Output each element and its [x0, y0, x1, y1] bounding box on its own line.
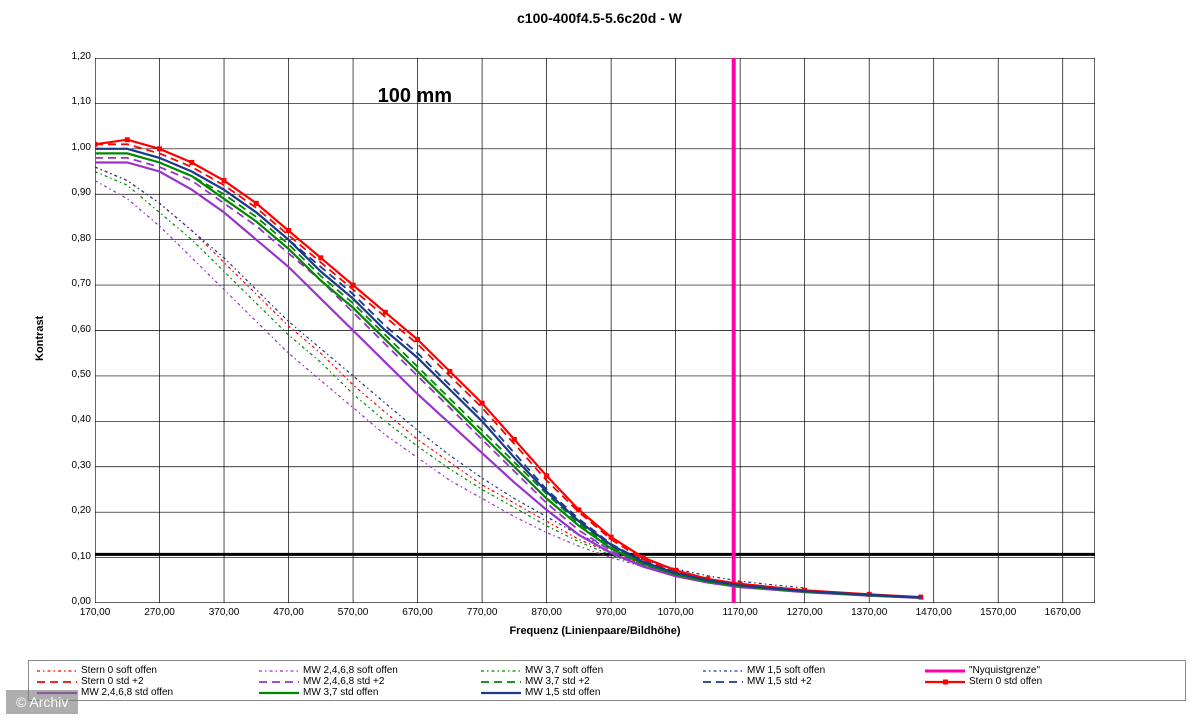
- y-axis-label: Kontrast: [34, 315, 46, 360]
- y-tick-label: 0,40: [61, 414, 91, 425]
- y-tick-label: 0,00: [61, 596, 91, 607]
- legend-label: Stern 0 std offen: [969, 676, 1042, 687]
- y-tick-label: 1,10: [61, 96, 91, 107]
- x-tick-label: 1470,00: [914, 607, 954, 618]
- chart-area: [95, 58, 1095, 603]
- x-tick-label: 1570,00: [978, 607, 1018, 618]
- legend-label: MW 2,4,6,8 soft offen: [303, 665, 398, 676]
- legend-item: MW 3,7 std offen: [259, 687, 475, 698]
- x-tick-label: 1370,00: [849, 607, 889, 618]
- legend-row: Stern 0 std +2 MW 2,4,6,8 std +2 MW 3,7 st…: [37, 676, 1177, 687]
- y-tick-label: 0,60: [61, 324, 91, 335]
- x-tick-label: 1170,00: [720, 607, 760, 618]
- y-axis-label-text: Kontrast: [34, 315, 46, 360]
- y-tick-label: 0,70: [61, 278, 91, 289]
- watermark-badge: © Archiv: [6, 690, 78, 714]
- legend-item: Stern 0 std +2: [37, 676, 253, 687]
- legend-swatch: [925, 677, 965, 687]
- annotation-100mm: 100 mm: [378, 85, 453, 108]
- legend-swatch: [259, 688, 299, 698]
- watermark-text: © Archiv: [16, 694, 68, 710]
- legend-label: Stern 0 std +2: [81, 676, 144, 687]
- annotation-text: 100 mm: [378, 85, 453, 107]
- x-tick-label: 170,00: [75, 607, 115, 618]
- x-tick-label: 970,00: [591, 607, 631, 618]
- x-tick-label: 470,00: [269, 607, 309, 618]
- x-tick-label: 270,00: [140, 607, 180, 618]
- page-root: { "title": {"text":"c100-400f4.5-5.6c20d…: [0, 0, 1199, 720]
- legend-swatch: [481, 666, 521, 676]
- chart-svg: [95, 58, 1095, 603]
- legend-swatch: [37, 677, 77, 687]
- legend-item: Stern 0 std offen: [925, 676, 1141, 687]
- x-tick-label: 370,00: [204, 607, 244, 618]
- legend-item: Stern 0 soft offen: [37, 665, 253, 676]
- x-tick-label: 870,00: [527, 607, 567, 618]
- legend-item: MW 1,5 soft offen: [703, 665, 919, 676]
- y-tick-label: 0,50: [61, 369, 91, 380]
- legend-swatch: [259, 666, 299, 676]
- y-tick-label: 0,30: [61, 460, 91, 471]
- y-tick-label: 0,20: [61, 505, 91, 516]
- chart-title: c100-400f4.5-5.6c20d - W: [0, 10, 1199, 26]
- legend-swatch: [259, 677, 299, 687]
- legend-box: Stern 0 soft offenMW 2,4,6,8 soft offenM…: [28, 660, 1186, 701]
- y-tick-label: 0,80: [61, 233, 91, 244]
- legend-swatch: [37, 666, 77, 676]
- legend-label: MW 3,7 soft offen: [525, 665, 603, 676]
- x-tick-label: 670,00: [398, 607, 438, 618]
- legend-item: MW 1,5 std offen: [481, 687, 697, 698]
- legend-item: MW 1,5 std +2: [703, 676, 919, 687]
- x-tick-label: 570,00: [333, 607, 373, 618]
- legend-label: MW 1,5 std offen: [525, 687, 600, 698]
- legend-swatch: [703, 677, 743, 687]
- legend-row: Stern 0 soft offen MW 2,4,6,8 soft offen M…: [37, 665, 1177, 676]
- y-tick-label: 1,00: [61, 142, 91, 153]
- x-tick-label: 1070,00: [656, 607, 696, 618]
- legend-swatch: [481, 677, 521, 687]
- legend-item: MW 3,7 std +2: [481, 676, 697, 687]
- chart-title-text: c100-400f4.5-5.6c20d - W: [517, 10, 682, 26]
- legend-label: MW 1,5 std +2: [747, 676, 812, 687]
- legend-swatch: [703, 666, 743, 676]
- x-tick-label: 770,00: [462, 607, 502, 618]
- x-tick-label: 1270,00: [785, 607, 825, 618]
- legend-label: MW 2,4,6,8 std +2: [303, 676, 384, 687]
- legend-label: MW 3,7 std offen: [303, 687, 378, 698]
- legend-item: MW 2,4,6,8 soft offen: [259, 665, 475, 676]
- legend-row: MW 2,4,6,8 std offen MW 3,7 std offen MW 1…: [37, 687, 1177, 698]
- legend-label: Stern 0 soft offen: [81, 665, 157, 676]
- y-tick-label: 0,90: [61, 187, 91, 198]
- x-tick-label: 1670,00: [1043, 607, 1083, 618]
- y-tick-label: 0,10: [61, 551, 91, 562]
- y-tick-label: 1,20: [61, 51, 91, 62]
- legend-item: "Nyquistgrenze": [925, 665, 1141, 676]
- legend-swatch: [925, 666, 965, 676]
- legend-swatch: [481, 688, 521, 698]
- legend-item: MW 2,4,6,8 std +2: [259, 676, 475, 687]
- legend-label: MW 2,4,6,8 std offen: [81, 687, 173, 698]
- x-axis-label-text: Frequenz (Linienpaare/Bildhöhe): [509, 625, 680, 637]
- legend-label: "Nyquistgrenze": [969, 665, 1040, 676]
- legend-item: MW 3,7 soft offen: [481, 665, 697, 676]
- legend-label: MW 1,5 soft offen: [747, 665, 825, 676]
- x-axis-label: Frequenz (Linienpaare/Bildhöhe): [95, 625, 1095, 637]
- legend-label: MW 3,7 std +2: [525, 676, 590, 687]
